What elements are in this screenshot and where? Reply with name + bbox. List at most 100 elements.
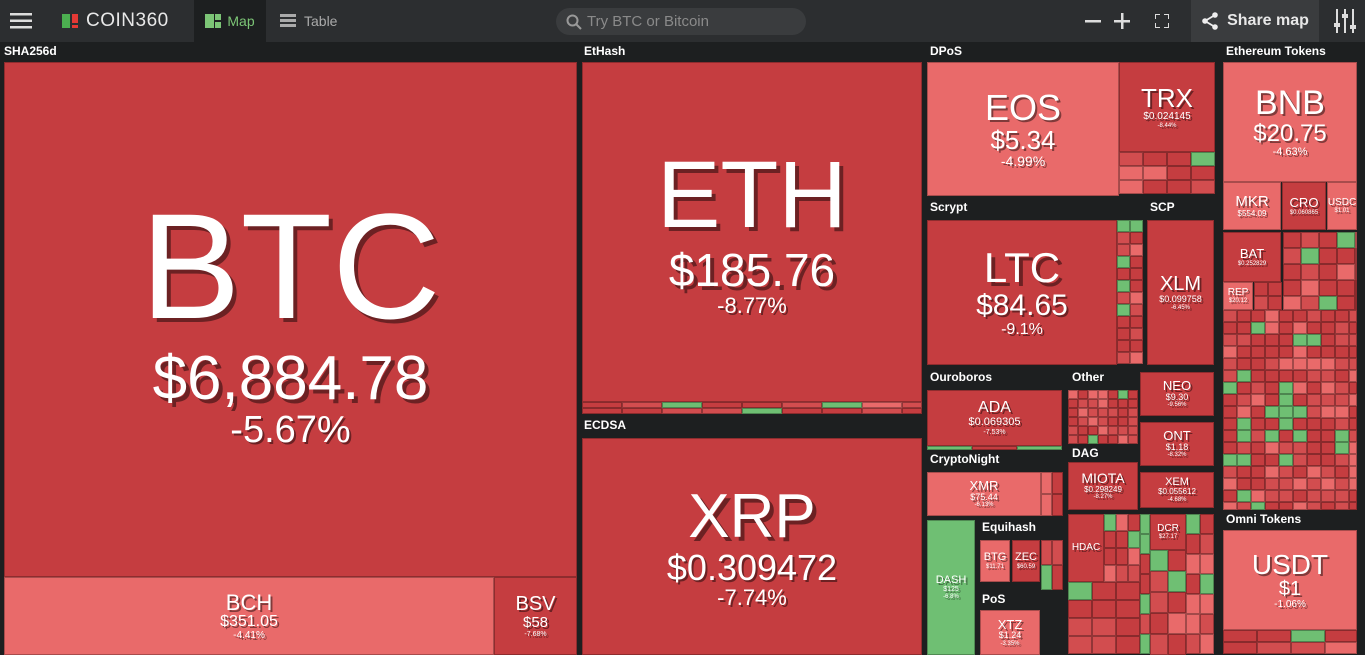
coin-tile[interactable]: XEM $0.055612 -4.68%	[1140, 472, 1214, 508]
filler-tile[interactable]	[1335, 382, 1349, 394]
filler-tile[interactable]	[1321, 358, 1335, 370]
filler-tile[interactable]	[1321, 394, 1335, 406]
coin-tile[interactable]: BSV $58 -7.68%	[494, 577, 577, 655]
filler-tile[interactable]	[1128, 548, 1140, 565]
coin-tile[interactable]: BTC $6,884.78 -5.67%	[4, 62, 577, 577]
filler-tile[interactable]	[1237, 442, 1251, 454]
filler-tile[interactable]	[1279, 370, 1293, 382]
filler-tile[interactable]	[1279, 466, 1293, 478]
filler-tile[interactable]	[1128, 514, 1140, 531]
filler-tile[interactable]	[1301, 248, 1319, 264]
filler-tile[interactable]	[1265, 418, 1279, 430]
filler-tile[interactable]	[1349, 490, 1357, 502]
filler-tile[interactable]	[1223, 442, 1237, 454]
filler-tile[interactable]	[1223, 382, 1237, 394]
filler-tile[interactable]	[1283, 296, 1301, 310]
filler-tile[interactable]	[1143, 180, 1167, 194]
filler-tile[interactable]	[1307, 478, 1321, 490]
filler-tile[interactable]	[1128, 390, 1138, 399]
filler-tile[interactable]	[1088, 426, 1098, 435]
filler-tile[interactable]	[1301, 280, 1319, 296]
coin-tile[interactable]: DASH $125 -6.8%	[927, 520, 975, 655]
filler-tile[interactable]	[1265, 310, 1279, 322]
filler-tile[interactable]	[1349, 406, 1357, 418]
filler-tile[interactable]	[1068, 435, 1078, 444]
filler-tile[interactable]	[1237, 358, 1251, 370]
filler-tile[interactable]	[1041, 494, 1052, 516]
filler-tile[interactable]	[1098, 435, 1108, 444]
filler-tile[interactable]	[1140, 614, 1150, 634]
filler-tile[interactable]	[1150, 550, 1168, 571]
filler-tile[interactable]	[1335, 418, 1349, 430]
coin-tile[interactable]: XMR $75.44 -6.13%	[927, 472, 1041, 516]
filler-tile[interactable]	[1265, 406, 1279, 418]
filler-tile[interactable]	[1319, 296, 1337, 310]
filler-tile[interactable]	[1237, 382, 1251, 394]
filler-tile[interactable]	[1223, 430, 1237, 442]
filler-tile[interactable]	[1279, 454, 1293, 466]
filler-tile[interactable]	[1265, 334, 1279, 346]
filler-tile[interactable]	[1118, 426, 1128, 435]
filler-tile[interactable]	[1301, 232, 1319, 248]
filler-tile[interactable]	[1098, 417, 1108, 426]
filler-tile[interactable]	[1168, 571, 1186, 592]
filler-tile[interactable]	[1279, 334, 1293, 346]
filler-tile[interactable]	[1293, 322, 1307, 334]
filler-tile[interactable]	[1068, 417, 1078, 426]
filler-tile[interactable]	[1130, 220, 1143, 232]
filler-tile[interactable]	[1104, 548, 1116, 565]
filler-tile[interactable]	[1307, 466, 1321, 478]
filler-tile[interactable]	[1116, 636, 1140, 654]
filler-tile[interactable]	[1301, 296, 1319, 310]
coin-tile[interactable]: LTC $84.65 -9.1%	[927, 220, 1117, 365]
filler-tile[interactable]	[1251, 334, 1265, 346]
filler-tile[interactable]	[1092, 618, 1116, 636]
filler-tile[interactable]	[1052, 494, 1063, 516]
filler-tile[interactable]	[1118, 417, 1128, 426]
filler-tile[interactable]	[1251, 418, 1265, 430]
coin-tile[interactable]: MIOTA $0.298249 -8.27%	[1068, 462, 1138, 510]
filler-tile[interactable]	[1279, 406, 1293, 418]
filler-tile[interactable]	[1349, 346, 1357, 358]
filler-tile[interactable]	[1349, 454, 1357, 466]
filler-tile[interactable]	[1293, 382, 1307, 394]
filler-tile[interactable]	[1321, 430, 1335, 442]
filler-tile[interactable]	[1117, 328, 1130, 340]
filler-tile[interactable]	[1307, 430, 1321, 442]
filler-tile[interactable]	[1092, 582, 1116, 600]
filler-tile[interactable]	[1307, 418, 1321, 430]
filler-tile[interactable]	[1307, 502, 1321, 510]
filler-tile[interactable]	[1321, 478, 1335, 490]
filler-tile[interactable]	[1117, 280, 1130, 292]
filler-tile[interactable]	[1251, 490, 1265, 502]
filler-tile[interactable]	[1335, 454, 1349, 466]
filler-tile[interactable]	[1168, 634, 1186, 655]
filler-tile[interactable]	[1223, 310, 1237, 322]
filler-tile[interactable]	[1335, 490, 1349, 502]
filler-tile[interactable]	[622, 408, 662, 414]
coin-tile[interactable]: BNB $20.75 -4.63%	[1223, 62, 1357, 182]
filler-tile[interactable]	[1293, 430, 1307, 442]
filler-tile[interactable]	[1186, 594, 1200, 614]
filler-tile[interactable]	[927, 446, 972, 450]
filler-tile[interactable]	[1251, 394, 1265, 406]
filler-tile[interactable]	[902, 402, 922, 408]
filler-tile[interactable]	[1237, 430, 1251, 442]
filler-tile[interactable]	[1088, 435, 1098, 444]
filler-tile[interactable]	[1167, 166, 1191, 180]
filler-tile[interactable]	[1117, 292, 1130, 304]
filler-tile[interactable]	[1307, 370, 1321, 382]
filler-tile[interactable]	[1293, 346, 1307, 358]
filler-tile[interactable]	[1335, 466, 1349, 478]
filler-tile[interactable]	[1200, 634, 1214, 654]
filler-tile[interactable]	[1251, 502, 1265, 510]
filler-tile[interactable]	[1279, 346, 1293, 358]
filler-tile[interactable]	[1349, 442, 1357, 454]
filler-tile[interactable]	[1307, 442, 1321, 454]
filler-tile[interactable]	[1301, 264, 1319, 280]
filler-tile[interactable]	[1200, 554, 1214, 574]
logo[interactable]: COIN360	[62, 0, 169, 42]
filler-tile[interactable]	[1335, 346, 1349, 358]
filler-tile[interactable]	[1116, 618, 1140, 636]
filler-tile[interactable]	[862, 408, 902, 414]
